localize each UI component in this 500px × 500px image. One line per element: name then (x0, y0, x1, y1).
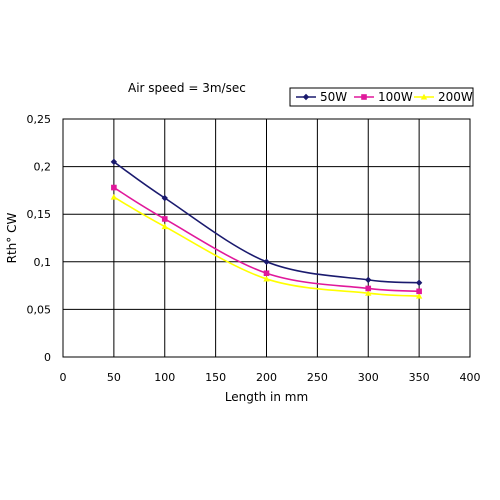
legend-label-200w: 200W (438, 90, 473, 104)
data-point-100w (111, 184, 117, 191)
y-tick-label: 0,2 (34, 161, 52, 174)
data-point-100w (161, 216, 168, 222)
data-point-50w (415, 279, 423, 286)
x-tick-label: 350 (409, 371, 430, 384)
legend-label-100w: 100W (378, 90, 413, 104)
y-tick-label: 0,05 (27, 303, 52, 316)
x-tick-label: 250 (307, 371, 328, 384)
legend: 50W 100W 200W (289, 87, 474, 107)
x-tick-label: 50 (107, 371, 121, 384)
plot-frame (62, 118, 471, 358)
legend-box (289, 87, 474, 107)
data-point-200w (365, 290, 372, 296)
data-point-200w (161, 223, 168, 230)
y-tick-labels: 0 0,05 0,1 0,15 0,2 0,25 (27, 113, 52, 364)
data-point-50w (365, 276, 372, 284)
x-tick-label: 100 (154, 371, 175, 384)
data-point-200w (415, 292, 423, 299)
data-point-100w (416, 288, 422, 295)
y-tick-label: 0,1 (34, 256, 52, 269)
data-point-200w (110, 193, 118, 200)
data-point-50w (110, 158, 118, 166)
data-point-100w (263, 270, 270, 277)
x-tick-label: 300 (358, 371, 379, 384)
legend-label-50w: 50W (320, 90, 347, 104)
data-point-50w (161, 194, 168, 202)
x-tick-labels: 0 50 100 150 200 250 300 350 400 (60, 371, 481, 384)
data-point-50w (263, 258, 270, 265)
grid (62, 118, 471, 358)
x-tick-label: 0 (60, 371, 67, 384)
series-group (110, 158, 423, 299)
y-tick-label: 0 (44, 351, 51, 364)
x-axis-label: Length in mm (225, 390, 308, 404)
data-point-200w (263, 275, 270, 282)
annotation: Air speed = 3m/sec (128, 81, 246, 95)
legend-marker-200w (420, 93, 428, 100)
y-axis-label: Rth° CW (5, 213, 19, 264)
legend-marker-100w (361, 94, 367, 100)
y-tick-label: 0,25 (27, 113, 52, 126)
data-point-100w (365, 285, 372, 292)
x-tick-label: 200 (256, 371, 277, 384)
x-tick-label: 150 (205, 371, 226, 384)
x-tick-label: 400 (460, 371, 481, 384)
legend-marker-50w (302, 93, 310, 101)
y-tick-label: 0,15 (27, 208, 52, 221)
